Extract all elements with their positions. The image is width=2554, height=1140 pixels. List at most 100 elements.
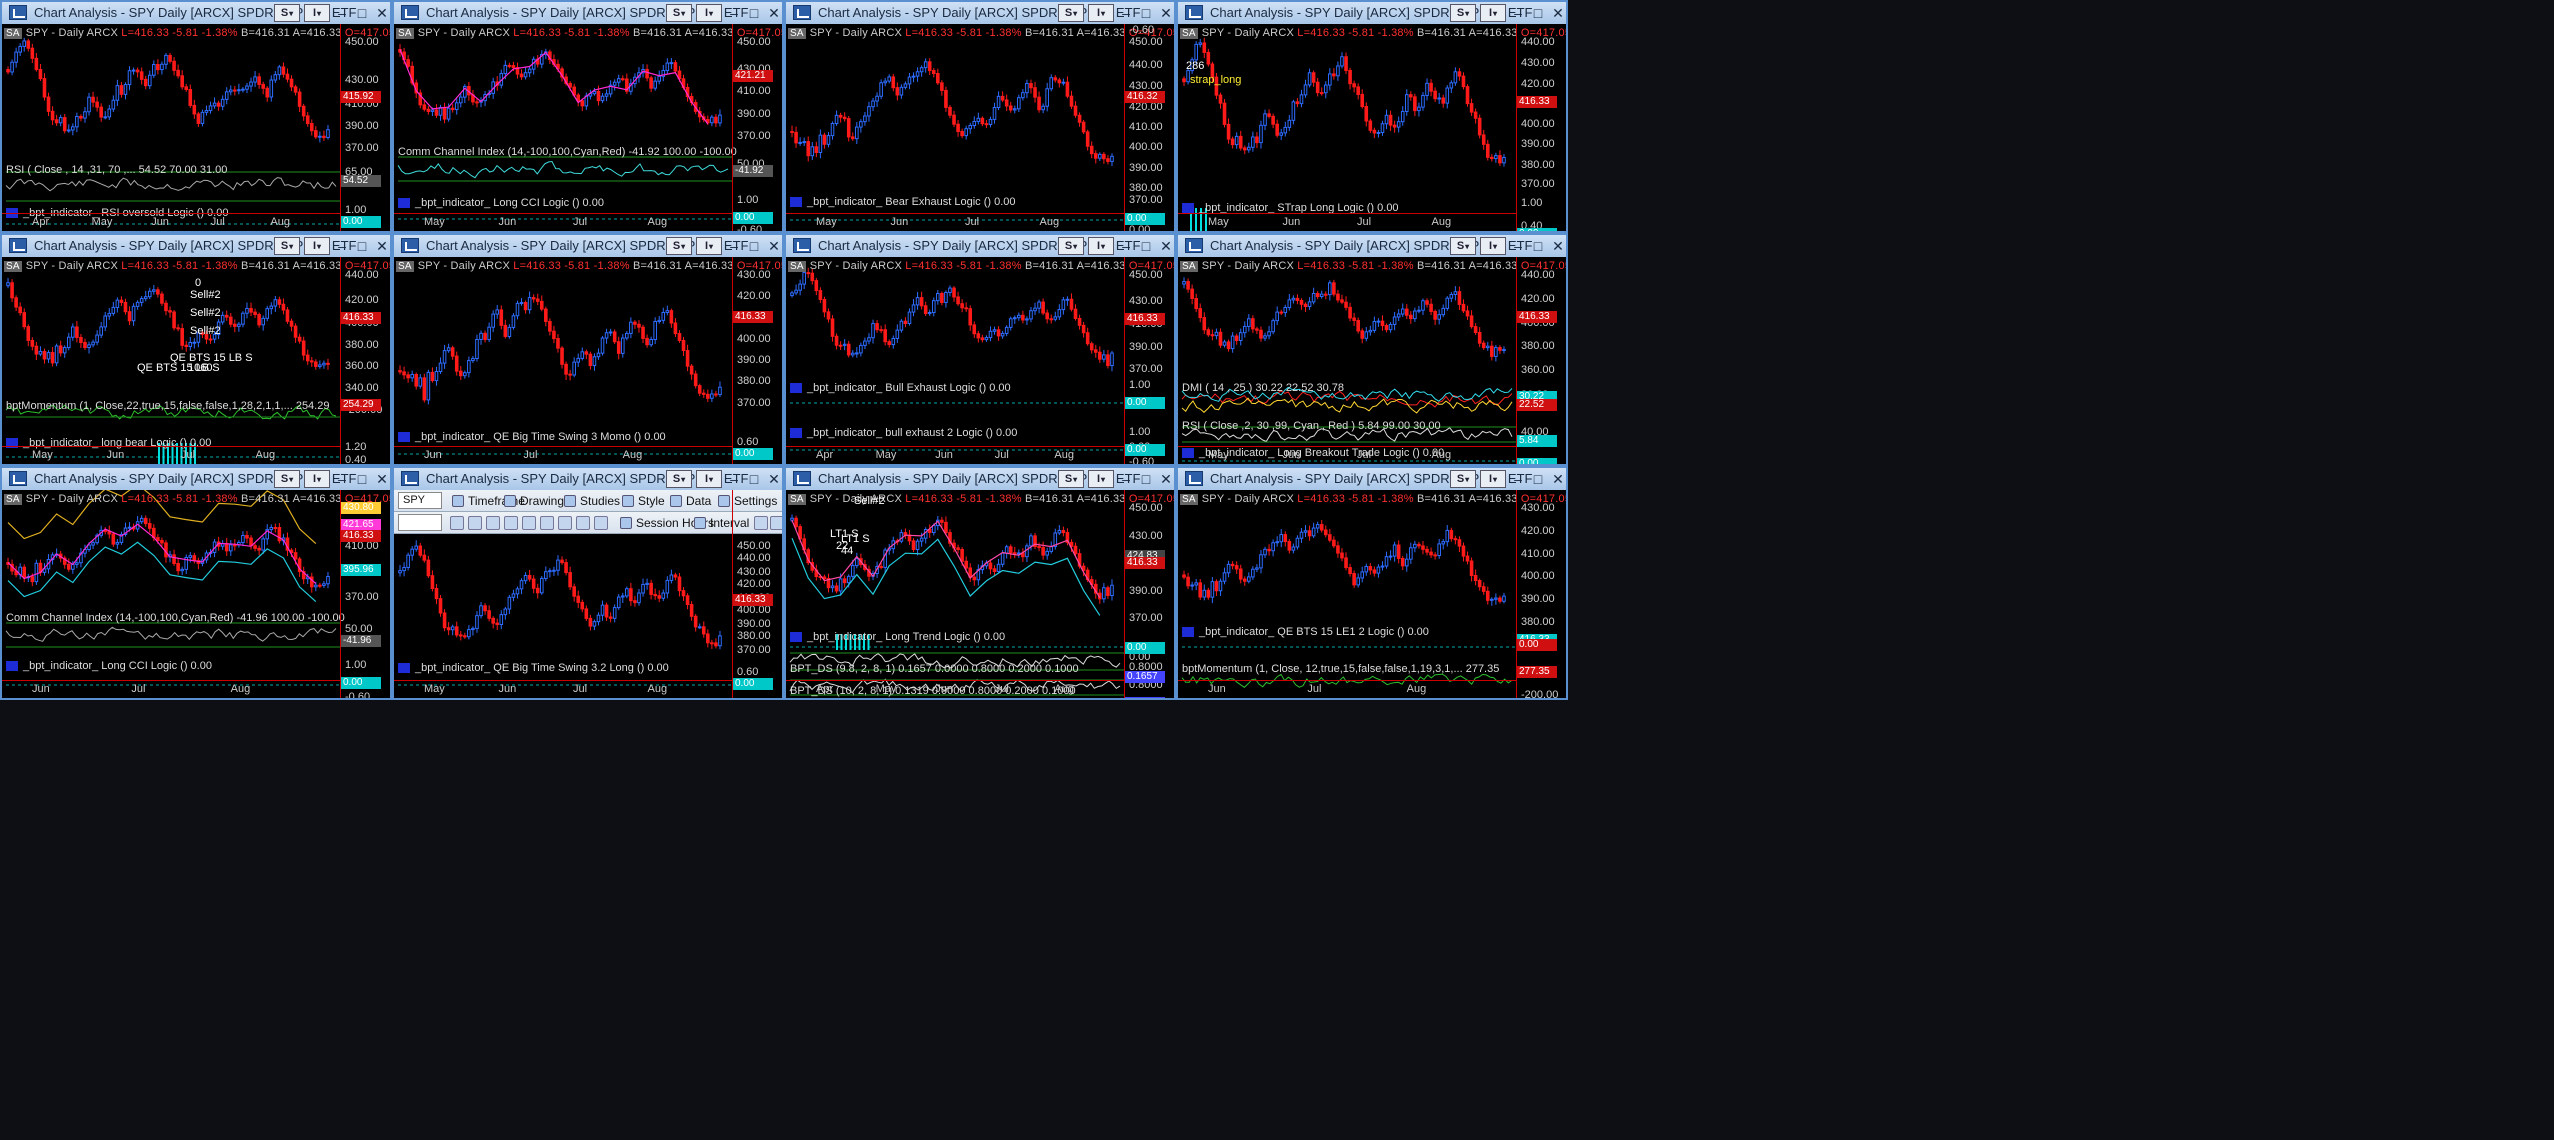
tool-icon[interactable] <box>522 516 536 530</box>
window-title-bar[interactable]: Chart Analysis - SPY Daily [ARCX] SPDR S… <box>1178 468 1566 490</box>
symbol-button[interactable]: S <box>1450 4 1476 22</box>
tool-icon[interactable] <box>450 516 464 530</box>
minimize-icon[interactable]: – <box>1122 5 1130 21</box>
close-icon[interactable]: ✕ <box>1160 471 1172 487</box>
tool-icon[interactable] <box>486 516 500 530</box>
indicator-button[interactable]: I <box>304 4 330 22</box>
time-axis[interactable]: May Jun Jul Aug <box>1178 446 1516 464</box>
close-icon[interactable]: ✕ <box>1552 238 1564 254</box>
style-menu[interactable]: Style <box>622 493 665 509</box>
time-axis[interactable]: Jun Jul Aug <box>1178 680 1516 698</box>
window-title-bar[interactable]: Chart Analysis - SPY Daily [ARCX] SPDR S… <box>1178 2 1566 24</box>
bar-type-icon[interactable] <box>754 516 768 530</box>
maximize-icon[interactable]: □ <box>1141 5 1151 21</box>
chart-area[interactable] <box>2 24 390 231</box>
chart-area[interactable] <box>394 257 782 464</box>
time-axis[interactable]: May Jun Jul Aug <box>2 446 340 464</box>
indicator-button[interactable]: I <box>696 237 722 255</box>
chart-window-5[interactable]: Chart Analysis - SPY Daily [ARCX] SPDR S… <box>0 233 392 466</box>
chart-area[interactable] <box>1178 24 1566 231</box>
close-icon[interactable]: ✕ <box>376 5 388 21</box>
indicator-button[interactable]: I <box>1480 237 1506 255</box>
chart-window-1[interactable]: Chart Analysis - SPY Daily [ARCX] SPDR S… <box>0 0 392 233</box>
chart-area[interactable] <box>786 257 1174 464</box>
close-icon[interactable]: ✕ <box>1552 471 1564 487</box>
symbol-button[interactable]: S <box>1450 470 1476 488</box>
indicator-button[interactable]: I <box>1480 470 1506 488</box>
drawing-menu[interactable]: Drawing <box>504 493 564 509</box>
minimize-icon[interactable]: – <box>338 5 346 21</box>
window-title-bar[interactable]: Chart Analysis - SPY Daily [ARCX] SPDR S… <box>2 468 390 490</box>
chart-window-6[interactable]: Chart Analysis - SPY Daily [ARCX] SPDR S… <box>392 233 784 466</box>
time-axis[interactable]: May Jun Jul Aug <box>394 680 732 698</box>
chart-window-9[interactable]: Chart Analysis - SPY Daily [ARCX] SPDR S… <box>0 466 392 700</box>
symbol-button[interactable]: S <box>666 237 692 255</box>
window-title-bar[interactable]: Chart Analysis - SPY Daily [ARCX] SPDR S… <box>394 2 782 24</box>
window-title-bar[interactable]: Chart Analysis - SPY Daily [ARCX] SPDR S… <box>2 235 390 257</box>
studies-menu[interactable]: Studies <box>564 493 620 509</box>
close-icon[interactable]: ✕ <box>1160 238 1172 254</box>
chart-window-10[interactable]: Chart Analysis - SPY Daily [ARCX] SPDR S… <box>392 466 784 700</box>
window-title-bar[interactable]: Chart Analysis - SPY Daily [ARCX] SPDR S… <box>1178 235 1566 257</box>
indicator-button[interactable]: I <box>304 237 330 255</box>
tool-icon[interactable] <box>468 516 482 530</box>
close-icon[interactable]: ✕ <box>768 5 780 21</box>
window-title-bar[interactable]: Chart Analysis - SPY Daily [ARCX] SPDR S… <box>786 2 1174 24</box>
tool-icon[interactable] <box>504 516 518 530</box>
symbol-button[interactable]: S <box>666 4 692 22</box>
symbol-button[interactable]: S <box>1058 470 1084 488</box>
minimize-icon[interactable]: – <box>1122 471 1130 487</box>
chart-window-11[interactable]: Chart Analysis - SPY Daily [ARCX] SPDR S… <box>784 466 1176 700</box>
indicator-button[interactable]: I <box>696 470 722 488</box>
maximize-icon[interactable]: □ <box>749 238 759 254</box>
window-title-bar[interactable]: Chart Analysis - SPY Daily [ARCX] SPDR S… <box>786 235 1174 257</box>
chart-area[interactable]: SPY Timeframe Drawing Studies Style Data Setti… <box>394 490 782 698</box>
window-title-bar[interactable]: Chart Analysis - SPY Daily [ARCX] SPDR S… <box>394 235 782 257</box>
time-axis[interactable]: Jun Jul Aug <box>2 680 340 698</box>
chart-window-8[interactable]: Chart Analysis - SPY Daily [ARCX] SPDR S… <box>1176 233 1568 466</box>
minimize-icon[interactable]: – <box>730 238 738 254</box>
indicator-button[interactable]: I <box>1088 470 1114 488</box>
close-icon[interactable]: ✕ <box>768 238 780 254</box>
time-axis[interactable]: Apr May Jun Jul Aug <box>2 213 340 231</box>
chart-window-2[interactable]: Chart Analysis - SPY Daily [ARCX] SPDR S… <box>392 0 784 233</box>
price-scale[interactable]: 430.00420.00410.00400.00390.00380.00370.… <box>732 257 782 464</box>
object-dropdown[interactable] <box>398 514 442 531</box>
price-scale[interactable]: 430.00420.00410.00400.00390.00380.00370.… <box>1516 490 1566 698</box>
chart-area[interactable] <box>2 257 390 464</box>
chart-window-7[interactable]: Chart Analysis - SPY Daily [ARCX] SPDR S… <box>784 233 1176 466</box>
price-scale[interactable]: 450.00 440.00 430.00 420.00 410.00 400.00 390.… <box>1124 24 1174 231</box>
symbol-button[interactable]: S <box>1058 4 1084 22</box>
window-title-bar[interactable]: Chart Analysis - SPY Daily [ARCX] SPDR S… <box>394 468 782 490</box>
chart-area[interactable] <box>1178 257 1566 464</box>
maximize-icon[interactable]: □ <box>1533 471 1543 487</box>
chart-window-12[interactable]: Chart Analysis - SPY Daily [ARCX] SPDR S… <box>1176 466 1568 700</box>
close-icon[interactable]: ✕ <box>768 471 780 487</box>
indicator-button[interactable]: I <box>1480 4 1506 22</box>
indicator-button[interactable]: I <box>1088 4 1114 22</box>
minimize-icon[interactable]: – <box>1122 238 1130 254</box>
price-scale[interactable]: 440.00430.00420.00410.00400.00390.00380.… <box>1516 24 1566 231</box>
maximize-icon[interactable]: □ <box>749 5 759 21</box>
maximize-icon[interactable]: □ <box>1533 238 1543 254</box>
chart-area[interactable] <box>786 24 1174 231</box>
data-menu[interactable]: Data <box>670 493 711 509</box>
bar-type-icon[interactable] <box>770 516 782 530</box>
minimize-icon[interactable]: – <box>1514 471 1522 487</box>
close-icon[interactable]: ✕ <box>376 238 388 254</box>
close-icon[interactable]: ✕ <box>376 471 388 487</box>
minimize-icon[interactable]: – <box>1514 238 1522 254</box>
price-scale[interactable]: 450.00430.00410.00390.00370.0050.001.000… <box>732 24 782 231</box>
chart-area[interactable] <box>786 490 1174 698</box>
maximize-icon[interactable]: □ <box>1141 471 1151 487</box>
time-axis[interactable]: Jun Jul Aug <box>394 446 732 464</box>
time-axis[interactable]: May Jun Jul Aug <box>786 213 1124 231</box>
window-title-bar[interactable]: Chart Analysis - SPY Daily [ARCX] SPDR S… <box>2 2 390 24</box>
settings-menu[interactable]: Settings <box>718 493 777 509</box>
price-scale[interactable]: 450.00430.00410.00390.00370.001.000.001.… <box>1124 257 1174 464</box>
window-title-bar[interactable]: Chart Analysis - SPY Daily [ARCX] SPDR S… <box>786 468 1174 490</box>
symbol-button[interactable]: S <box>1058 237 1084 255</box>
minimize-icon[interactable]: – <box>1514 5 1522 21</box>
minimize-icon[interactable]: – <box>730 471 738 487</box>
